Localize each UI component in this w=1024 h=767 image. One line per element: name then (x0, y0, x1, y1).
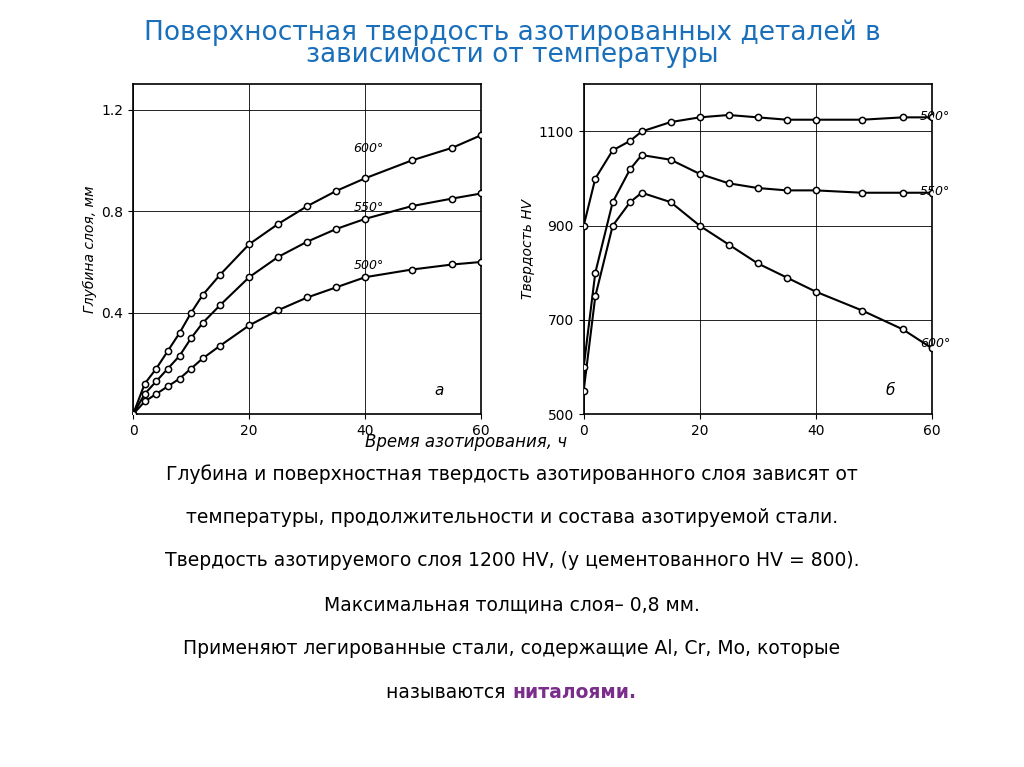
Text: а: а (435, 383, 444, 397)
Text: 500°: 500° (921, 110, 950, 123)
Text: Время азотирования, ч: Время азотирования, ч (365, 433, 567, 451)
Text: температуры, продолжительности и состава азотируемой стали.: температуры, продолжительности и состава… (186, 508, 838, 527)
Text: Твердость азотируемого слоя 1200 HV, (у цементованного HV = 800).: Твердость азотируемого слоя 1200 HV, (у … (165, 551, 859, 571)
Text: Глубина и поверхностная твердость азотированного слоя зависят от: Глубина и поверхностная твердость азотир… (166, 464, 858, 484)
Text: 600°: 600° (353, 143, 384, 156)
Y-axis label: Глубина слоя, мм: Глубина слоя, мм (83, 186, 97, 313)
Text: Максимальная толщина слоя– 0,8 мм.: Максимальная толщина слоя– 0,8 мм. (324, 595, 700, 614)
Text: Поверхностная твердость азотированных деталей в: Поверхностная твердость азотированных де… (143, 19, 881, 46)
Y-axis label: Твердость НV: Твердость НV (520, 199, 535, 299)
Text: 550°: 550° (921, 186, 950, 199)
Text: зависимости от температуры: зависимости от температуры (306, 42, 718, 68)
Text: 500°: 500° (353, 259, 384, 272)
Text: ниталоями.: ниталоями. (512, 683, 636, 702)
Text: называются: называются (386, 683, 512, 702)
Text: 600°: 600° (921, 337, 950, 350)
Text: 550°: 550° (353, 201, 384, 214)
Text: Применяют легированные стали, содержащие Al, Cr, Mo, которые: Применяют легированные стали, содержащие… (183, 639, 841, 658)
Text: б: б (886, 383, 895, 397)
